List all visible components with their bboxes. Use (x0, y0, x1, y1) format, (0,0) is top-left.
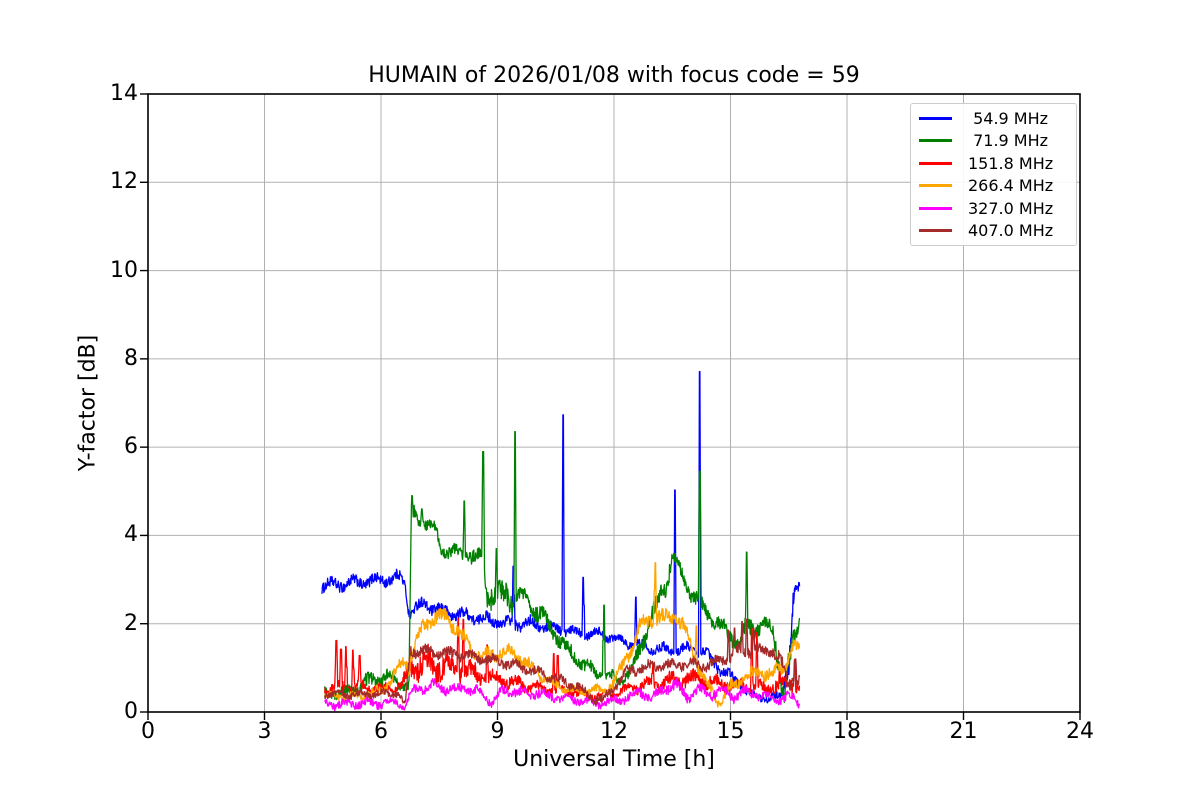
legend-label: 407.0 MHz (968, 221, 1054, 241)
series-line-151-8-MHz (324, 617, 801, 703)
x-tick-label: 9 (490, 719, 505, 744)
legend-line-icon (919, 161, 952, 165)
x-tick-label: 18 (833, 719, 861, 744)
axes-border (147, 93, 1081, 713)
legend-line-icon (919, 139, 952, 143)
x-tick-label: 0 (141, 719, 155, 744)
x-tick-label: 3 (257, 719, 272, 744)
x-tick-label: 15 (716, 719, 745, 744)
legend-item: 266.4 MHz (919, 175, 1076, 197)
legend-line-icon (919, 206, 952, 210)
x-axis-label: Universal Time [h] (513, 747, 715, 772)
chart-title: HUMAIN of 2026/01/08 with focus code = 5… (368, 63, 860, 88)
legend-item: 407.0 MHz (919, 220, 1076, 242)
legend-item: 327.0 MHz (919, 197, 1076, 219)
series-line-266-4-MHz (324, 562, 801, 708)
legend-label: 327.0 MHz (968, 198, 1054, 218)
y-tick-label: 8 (124, 345, 138, 371)
x-tick-label: 21 (949, 719, 978, 744)
legend-item: 151.8 MHz (919, 152, 1076, 174)
legend: 54.9 MHz 71.9 MHz 151.8 MHz 266.4 MHz 327.0… (910, 103, 1077, 246)
legend-line-icon (919, 116, 952, 120)
legend-item: 54.9 MHz (919, 107, 1076, 129)
series-line-71-9-MHz (324, 431, 801, 703)
x-tick-label: 6 (374, 719, 388, 744)
legend-line-icon (919, 184, 952, 188)
legend-label: 71.9 MHz (968, 131, 1049, 151)
series-line-327-0-MHz (324, 677, 801, 712)
y-tick-label: 6 (124, 434, 138, 460)
y-tick-label: 0 (124, 699, 138, 724)
y-tick-label: 2 (124, 610, 138, 636)
y-tick-label: 4 (124, 522, 138, 548)
series-line-54-9-MHz (321, 371, 801, 704)
legend-item: 71.9 MHz (919, 130, 1076, 152)
y-tick-label: 14 (110, 81, 138, 106)
x-tick-label: 24 (1066, 719, 1094, 744)
y-tick-label: 10 (110, 257, 138, 283)
series-line-407-0-MHz (324, 618, 801, 706)
y-tick-label: 12 (110, 169, 138, 195)
legend-label: 54.9 MHz (968, 108, 1049, 128)
legend-line-icon (919, 229, 952, 233)
legend-label: 151.8 MHz (968, 153, 1054, 173)
x-tick-label: 12 (600, 719, 628, 744)
legend-label: 266.4 MHz (968, 176, 1054, 196)
